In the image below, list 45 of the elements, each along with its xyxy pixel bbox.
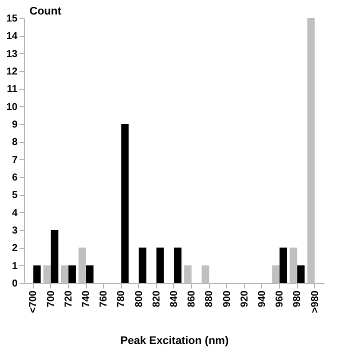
- y-tick-label: 8: [12, 137, 18, 148]
- x-axis-title: Peak Excitation (nm): [120, 335, 229, 348]
- x-tick-label: 820: [151, 290, 162, 308]
- x-tick-label: 920: [239, 290, 250, 308]
- x-tick-label: 860: [186, 290, 198, 308]
- x-tick-label: 840: [169, 290, 180, 308]
- y-tick-label: 11: [6, 84, 18, 96]
- bar: [33, 265, 41, 283]
- y-tick-label: 12: [6, 66, 18, 78]
- y-tick-label: 5: [12, 190, 18, 202]
- y-tick-label: 7: [12, 154, 18, 166]
- bar: [297, 265, 305, 283]
- bar: [68, 265, 76, 283]
- y-tick-label: 13: [6, 48, 18, 60]
- y-axis-title: Count: [30, 6, 62, 18]
- y-tick-label: 1: [12, 260, 18, 272]
- bar: [121, 124, 129, 283]
- x-tick-label: 760: [98, 290, 110, 308]
- bar: [50, 230, 58, 283]
- bar: [174, 248, 182, 283]
- y-tick-label: 10: [6, 102, 18, 113]
- y-tick-label: 6: [12, 172, 18, 184]
- y-tick-label: 3: [12, 226, 18, 236]
- x-tick-label: 780: [116, 290, 128, 308]
- y-tick-label: 0: [12, 278, 18, 290]
- y-tick-label: 2: [12, 243, 18, 254]
- x-tick-label: 720: [63, 290, 74, 308]
- x-tick-label: >980: [310, 290, 321, 314]
- x-tick-label: 700: [46, 290, 57, 308]
- x-tick-label: 960: [274, 290, 286, 308]
- bar: [280, 248, 288, 283]
- y-tick-label: 9: [12, 120, 18, 130]
- y-tick-label: 4: [12, 208, 18, 219]
- x-tick-label: 800: [134, 290, 145, 308]
- x-tick-label: 740: [81, 290, 92, 308]
- bar: [86, 265, 94, 283]
- x-tick-label: 980: [292, 290, 304, 308]
- x-tick-label: 880: [204, 290, 216, 308]
- bar: [156, 248, 164, 283]
- x-tick-label: 940: [256, 290, 268, 308]
- x-tick-label: 900: [222, 290, 233, 308]
- x-tick-label: <700: [28, 290, 40, 314]
- bar: [138, 248, 146, 283]
- y-tick-label: 14: [6, 31, 18, 42]
- y-tick-label: 15: [6, 14, 18, 24]
